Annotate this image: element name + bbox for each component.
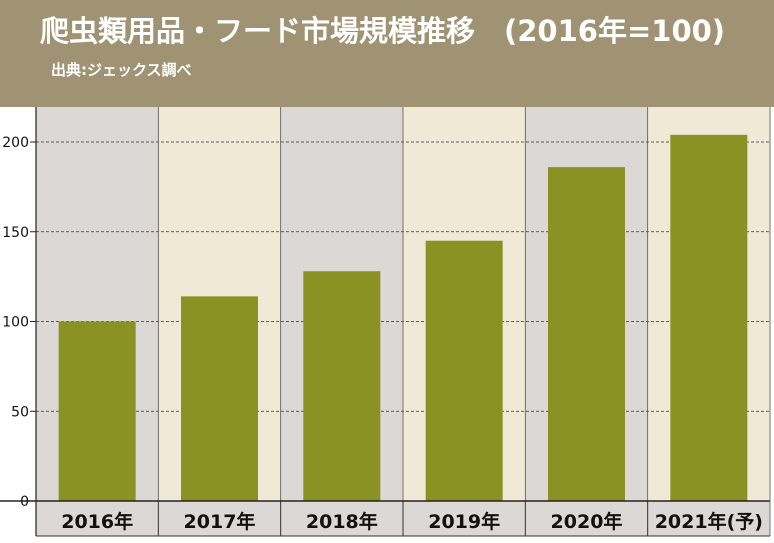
chart-title: 爬虫類用品・フード市場規模推移 (2016年=100) [40, 14, 726, 48]
y-tick-label: 50 [11, 404, 29, 420]
x-tick-label: 2019年 [428, 510, 500, 533]
bar [425, 240, 503, 501]
x-tick-label: 2021年(予) [655, 510, 763, 533]
bar [181, 296, 258, 501]
x-tick-label: 2018年 [306, 510, 378, 533]
y-tick-label: 200 [2, 135, 29, 151]
bars [58, 134, 748, 501]
axes [0, 107, 771, 537]
bar [58, 321, 136, 501]
chart-header: 爬虫類用品・フード市場規模推移 (2016年=100) 出典:ジェックス調べ [0, 0, 774, 107]
bar [670, 134, 748, 501]
y-tick-label: 150 [2, 225, 29, 241]
x-tick-labels: 2016年 2017年 2018年 2019年 2020年 2021年(予) [61, 510, 763, 533]
y-tick-label: 0 [20, 494, 29, 510]
x-tick-label: 2017年 [184, 510, 256, 533]
x-tick-label: 2020年 [551, 510, 623, 533]
bar [303, 271, 381, 501]
y-tick-labels: 0 50 100 150 200 [2, 135, 29, 510]
y-tick-label: 100 [2, 315, 29, 331]
bar [548, 167, 625, 501]
x-tick-label: 2016年 [61, 510, 133, 533]
chart-subtitle: 出典:ジェックス調べ [51, 61, 192, 79]
